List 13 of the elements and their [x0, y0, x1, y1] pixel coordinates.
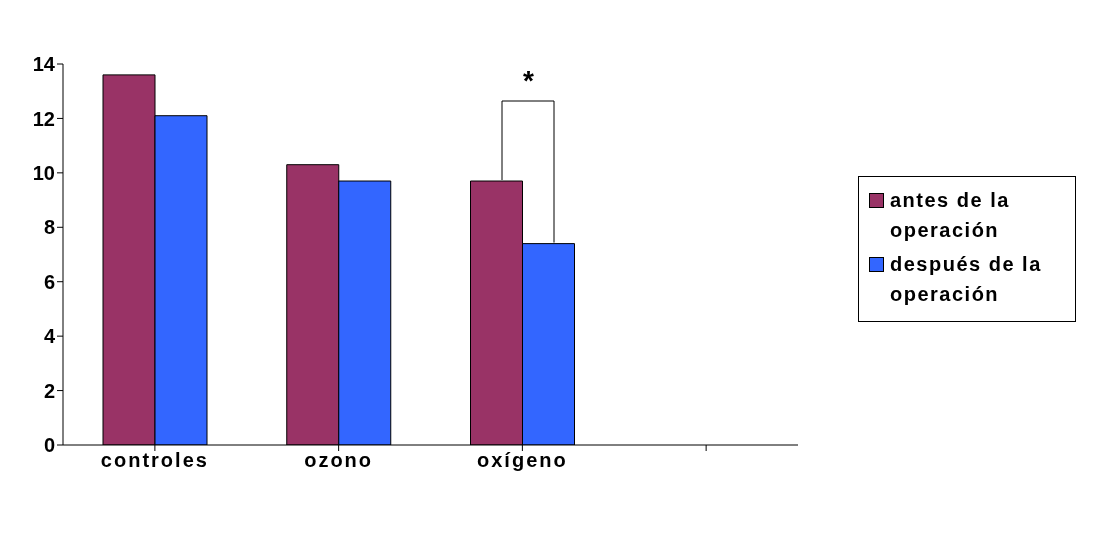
x-tick-label: oxígeno	[477, 449, 568, 472]
y-tick-label: 12	[32, 107, 55, 130]
y-tick-label: 2	[43, 379, 55, 402]
x-tick-label: ozono	[304, 449, 374, 472]
annotation: *	[521, 65, 535, 98]
legend-label: después de la operación	[890, 252, 1043, 307]
y-tick-label: 8	[43, 216, 55, 239]
y-tick-label: 10	[32, 161, 55, 184]
x-tick-label: controles	[100, 449, 209, 472]
y-tick-label: 4	[43, 325, 56, 348]
y-tick-label: 14	[32, 53, 56, 76]
y-tick-label: 0	[43, 434, 55, 457]
y-tick-label: 6	[43, 270, 55, 293]
